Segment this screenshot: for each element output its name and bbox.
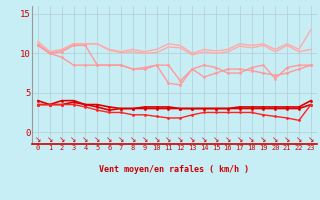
Text: ↘: ↘: [82, 136, 89, 145]
Text: ↘: ↘: [165, 136, 172, 145]
Text: ↘: ↘: [177, 136, 184, 145]
Text: ↘: ↘: [59, 136, 65, 145]
Text: ↘: ↘: [189, 136, 196, 145]
Text: ↘: ↘: [260, 136, 267, 145]
Text: ↘: ↘: [70, 136, 77, 145]
Text: ↘: ↘: [141, 136, 148, 145]
Text: ↘: ↘: [94, 136, 100, 145]
Text: ↘: ↘: [118, 136, 124, 145]
Text: ↘: ↘: [130, 136, 136, 145]
Text: ↘: ↘: [236, 136, 243, 145]
Text: ↘: ↘: [296, 136, 302, 145]
Text: ↘: ↘: [47, 136, 53, 145]
X-axis label: Vent moyen/en rafales ( km/h ): Vent moyen/en rafales ( km/h ): [100, 165, 249, 174]
Text: ↘: ↘: [248, 136, 255, 145]
Text: ↘: ↘: [153, 136, 160, 145]
Text: ↘: ↘: [35, 136, 41, 145]
Text: ↘: ↘: [272, 136, 278, 145]
Text: ↘: ↘: [201, 136, 207, 145]
Text: ↘: ↘: [106, 136, 112, 145]
Text: ↘: ↘: [284, 136, 290, 145]
Text: ↘: ↘: [308, 136, 314, 145]
Text: ↘: ↘: [225, 136, 231, 145]
Text: ↘: ↘: [213, 136, 219, 145]
